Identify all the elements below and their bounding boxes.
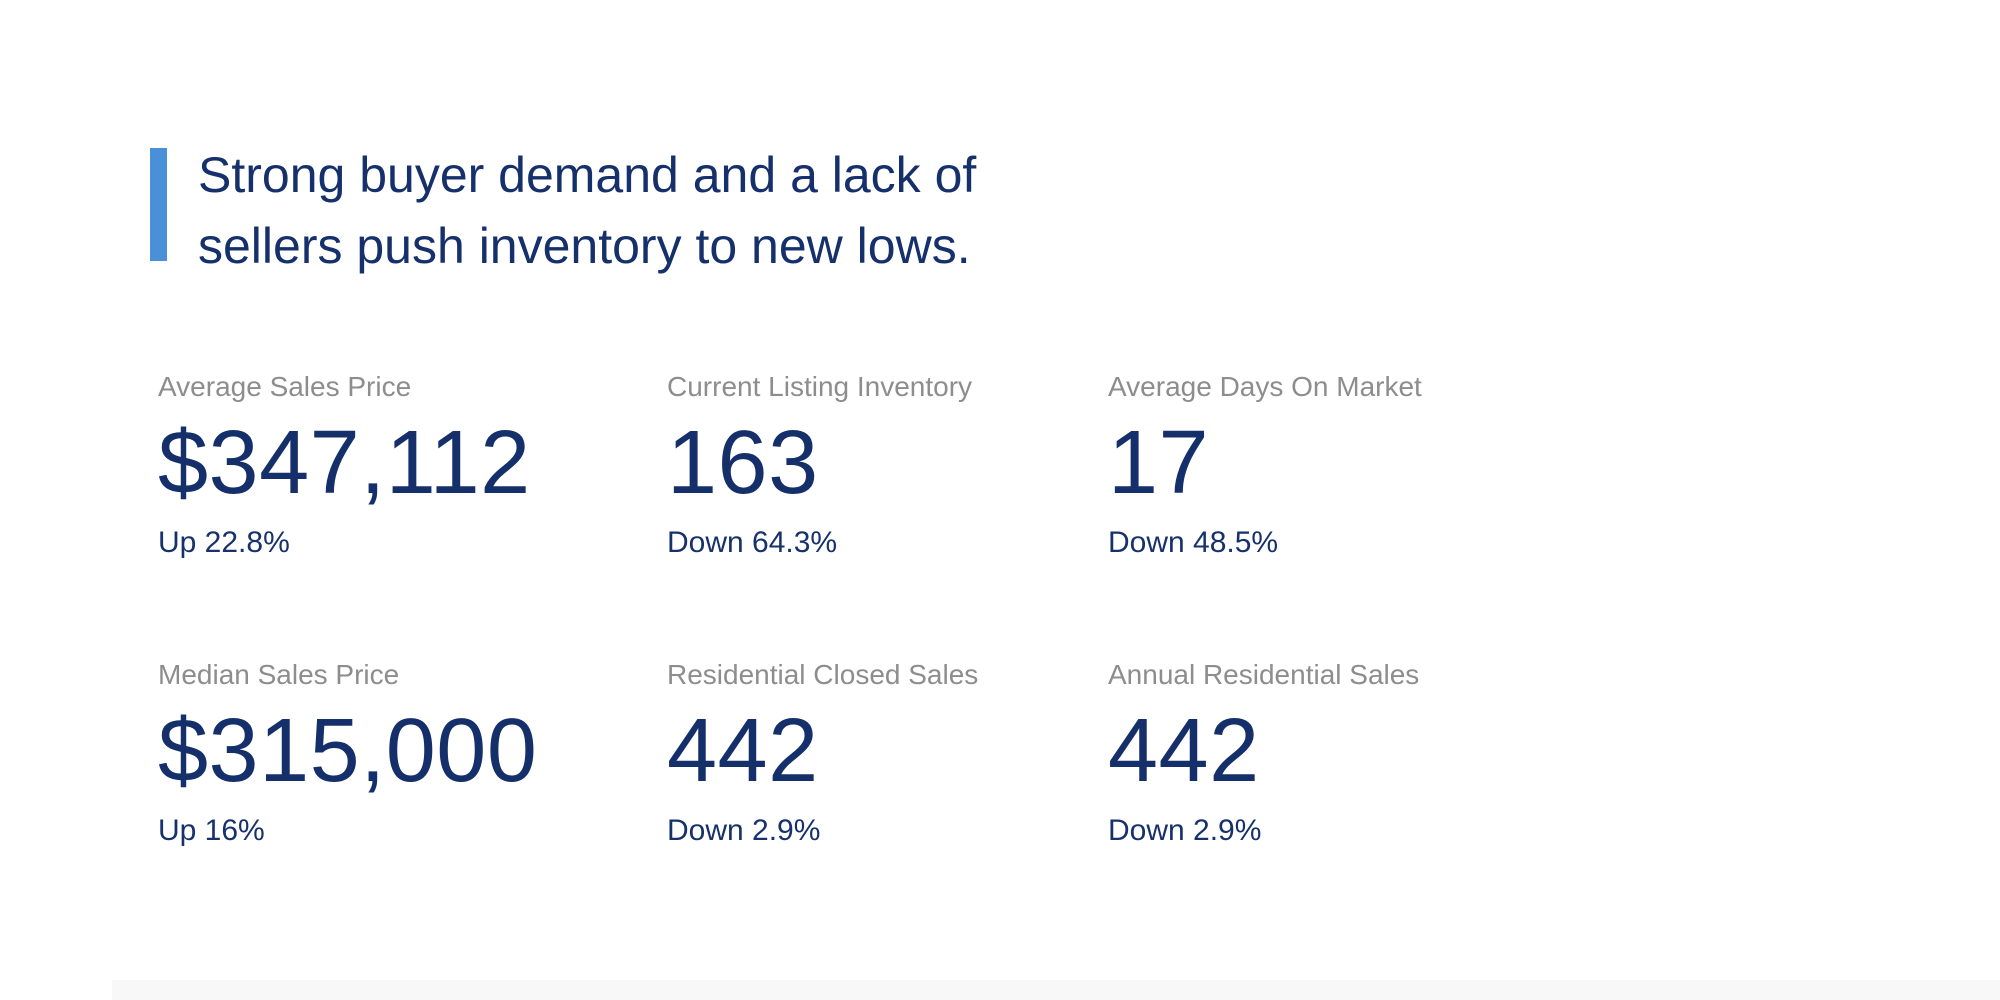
headline-line-1: Strong buyer demand and a lack of (198, 147, 977, 203)
footer-strip (112, 980, 2000, 1000)
stat-residential-closed-sales: Residential Closed Sales 442 Down 2.9% (667, 658, 1108, 850)
headline-text: Strong buyer demand and a lack of seller… (198, 140, 976, 282)
stat-value: $347,112 (158, 413, 531, 513)
stat-label: Average Days On Market (1108, 371, 1422, 402)
stat-value: $315,000 (158, 701, 538, 801)
stat-label: Average Sales Price (158, 371, 412, 402)
stat-label: Current Listing Inventory (667, 371, 973, 402)
stat-average-days-on-market: Average Days On Market 17 Down 48.5% (1108, 370, 1628, 562)
stat-annual-residential-sales: Annual Residential Sales 442 Down 2.9% (1108, 658, 1628, 850)
stat-change: Up 16% (158, 814, 265, 847)
stat-change: Down 2.9% (1108, 814, 1262, 847)
stat-value: 442 (1108, 701, 1260, 801)
stat-change: Down 2.9% (667, 814, 821, 847)
stat-average-sales-price: Average Sales Price $347,112 Up 22.8% (158, 370, 667, 562)
headline-block: Strong buyer demand and a lack of seller… (150, 140, 976, 282)
stat-label: Residential Closed Sales (667, 659, 979, 690)
stat-median-sales-price: Median Sales Price $315,000 Up 16% (158, 658, 667, 850)
stat-value: 442 (667, 701, 819, 801)
stat-change: Down 48.5% (1108, 526, 1279, 559)
stat-label: Median Sales Price (158, 659, 400, 690)
stat-value: 163 (667, 413, 819, 513)
stat-change: Up 22.8% (158, 526, 290, 559)
stat-change: Down 64.3% (667, 526, 838, 559)
headline-line-2: sellers push inventory to new lows. (198, 218, 971, 274)
headline-accent-bar (150, 148, 167, 261)
stat-label: Annual Residential Sales (1108, 659, 1420, 690)
stats-grid: Average Sales Price $347,112 Up 22.8% Cu… (158, 370, 1628, 850)
stat-value: 17 (1108, 413, 1210, 513)
stat-current-listing-inventory: Current Listing Inventory 163 Down 64.3% (667, 370, 1108, 562)
